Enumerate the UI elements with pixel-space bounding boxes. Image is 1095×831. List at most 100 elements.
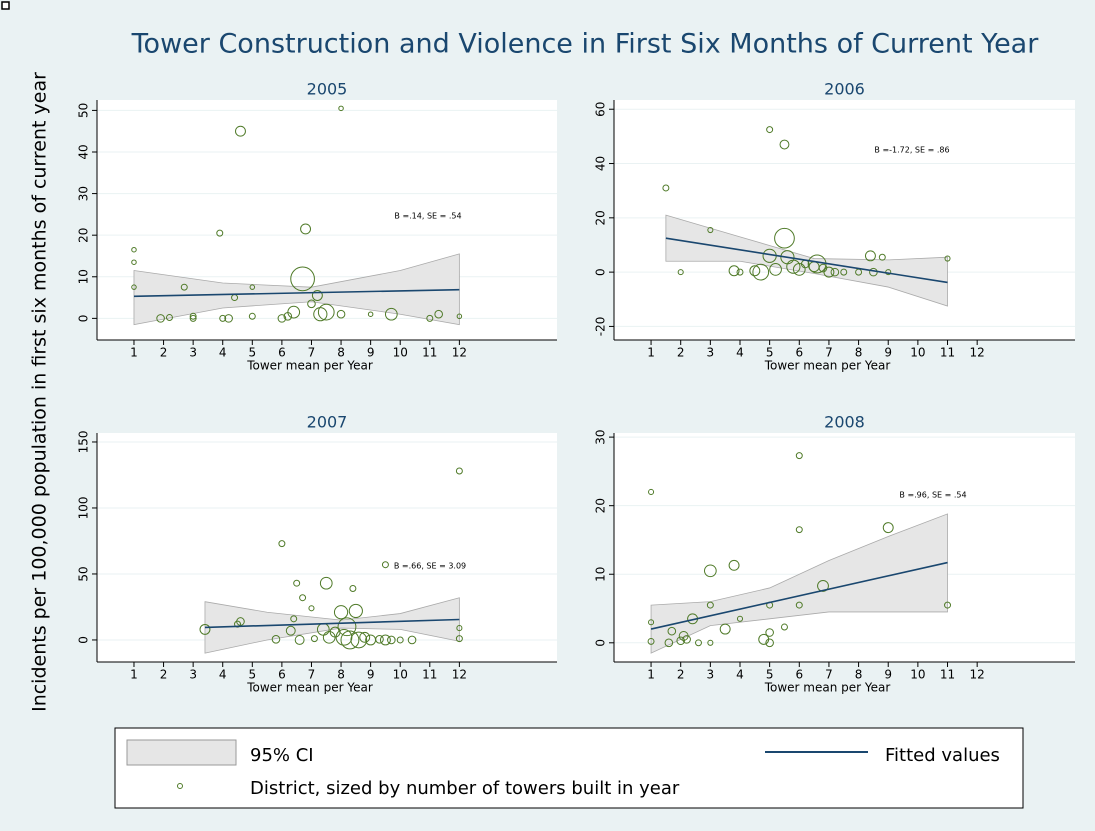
x-tick-label: 11 xyxy=(422,346,437,360)
district-point xyxy=(236,617,245,626)
district-point xyxy=(864,250,876,262)
district-point xyxy=(349,585,357,592)
fit-line xyxy=(665,237,948,284)
district-point xyxy=(878,253,886,261)
district-point xyxy=(662,184,670,192)
district-point xyxy=(823,266,835,278)
y-tick-label: 0 xyxy=(594,268,608,276)
x-tick-label: 5 xyxy=(248,346,256,360)
x-tick-label: 11 xyxy=(422,668,437,682)
district-point xyxy=(944,601,952,609)
x-tick-label: 2 xyxy=(677,668,685,682)
district-point xyxy=(695,639,702,647)
legend-label: District, sized by number of towers buil… xyxy=(250,778,680,799)
district-point xyxy=(336,309,346,319)
x-tick-label: 4 xyxy=(219,668,227,682)
y-tick-label: 20 xyxy=(77,228,91,243)
district-point xyxy=(311,290,323,301)
district-point xyxy=(795,452,803,460)
district-point xyxy=(780,623,788,631)
fit-line xyxy=(650,561,948,630)
district-point xyxy=(248,312,256,320)
annotation: B =.66, SE = 3.09 xyxy=(394,562,466,571)
district-point xyxy=(749,265,761,277)
y-tick-label: 50 xyxy=(77,103,91,118)
district-point xyxy=(131,284,137,290)
legend-label: 95% CI xyxy=(250,745,314,766)
district-point xyxy=(348,603,363,619)
x-tick-label: 3 xyxy=(707,668,715,682)
district-point xyxy=(792,263,806,276)
district-point xyxy=(752,263,770,281)
x-tick-label: 12 xyxy=(452,346,467,360)
district-point xyxy=(338,105,344,112)
district-point xyxy=(944,255,951,262)
x-tick-label: 8 xyxy=(855,668,863,682)
x-tick-label: 6 xyxy=(795,346,803,360)
x-tick-label: 12 xyxy=(970,346,985,360)
x-axis-label: Tower mean per Year xyxy=(246,681,373,695)
fit-line xyxy=(204,618,460,629)
district-point xyxy=(667,626,677,636)
annotation: B =.96, SE = .54 xyxy=(899,491,966,500)
x-tick-label: 1 xyxy=(130,346,138,360)
x-tick-label: 9 xyxy=(367,346,375,360)
district-point xyxy=(779,139,790,150)
legend-box xyxy=(114,727,1024,809)
district-point xyxy=(277,314,287,323)
x-axis-label: Tower mean per Year xyxy=(764,681,891,695)
district-point xyxy=(333,605,349,620)
district-point xyxy=(224,314,233,323)
panel-title: 2008 xyxy=(824,413,865,432)
ci-band xyxy=(650,513,948,654)
district-point xyxy=(299,594,307,602)
x-tick-label: 9 xyxy=(884,668,892,682)
district-point xyxy=(664,638,674,648)
y-tick-label: 30 xyxy=(77,186,91,201)
x-tick-label: 2 xyxy=(160,346,168,360)
y-tick-label: 100 xyxy=(77,497,91,520)
district-point xyxy=(882,522,894,534)
district-point xyxy=(278,540,286,548)
x-tick-label: 3 xyxy=(707,346,715,360)
district-point xyxy=(235,125,246,137)
district-point xyxy=(337,617,357,637)
y-tick-label: 30 xyxy=(594,429,608,444)
y-tick-label: 40 xyxy=(594,156,608,171)
district-point xyxy=(786,259,801,274)
annotation: B =-1.72, SE = .86 xyxy=(874,146,949,155)
district-point xyxy=(682,635,691,644)
district-point xyxy=(189,314,197,322)
district-point xyxy=(774,227,795,249)
annotation: B =.14, SE = .54 xyxy=(394,212,461,221)
x-tick-label: 7 xyxy=(308,346,316,360)
y-tick-label: 20 xyxy=(594,210,608,225)
x-tick-label: 7 xyxy=(825,346,833,360)
district-point xyxy=(308,605,315,612)
x-tick-label: 1 xyxy=(647,346,655,360)
corner-box xyxy=(1,1,10,10)
x-tick-label: 10 xyxy=(910,668,925,682)
x-axis-label: Tower mean per Year xyxy=(246,359,373,373)
x-tick-label: 1 xyxy=(647,668,655,682)
x-tick-label: 2 xyxy=(160,668,168,682)
district-point xyxy=(677,269,684,276)
district-point xyxy=(189,312,197,320)
district-point xyxy=(647,637,655,645)
y-tick-label: 0 xyxy=(77,315,91,323)
x-tick-label: 10 xyxy=(393,346,408,360)
district-point xyxy=(294,635,305,645)
x-tick-label: 9 xyxy=(884,346,892,360)
x-tick-label: 5 xyxy=(248,668,256,682)
x-tick-label: 1 xyxy=(130,668,138,682)
x-tick-label: 6 xyxy=(278,346,286,360)
district-point xyxy=(293,579,301,587)
y-tick-label: 20 xyxy=(594,498,608,513)
x-tick-label: 8 xyxy=(855,346,863,360)
district-point xyxy=(375,634,384,644)
x-tick-label: 9 xyxy=(367,668,375,682)
x-tick-label: 7 xyxy=(308,668,316,682)
district-point xyxy=(396,636,404,644)
panel-title: 2006 xyxy=(824,80,865,99)
